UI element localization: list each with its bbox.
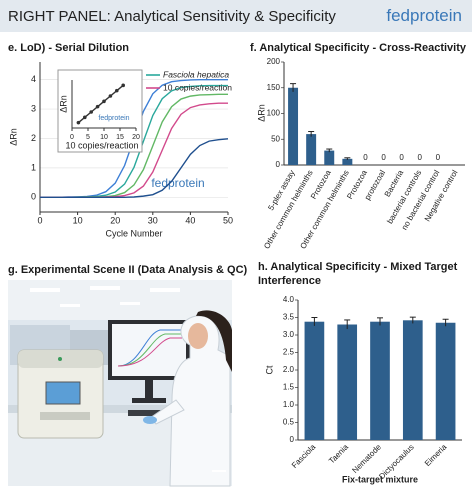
bar bbox=[342, 158, 353, 165]
y-tick-label: 2 bbox=[31, 133, 36, 143]
value-label: 0 bbox=[436, 153, 441, 162]
marker bbox=[115, 88, 119, 93]
y-tick-label: 0 bbox=[31, 192, 36, 202]
x-tick-label: 20 bbox=[110, 215, 120, 225]
chart-title: h. Analytical Specificity - Mixed Target… bbox=[258, 261, 458, 287]
x-tick-label: 30 bbox=[148, 215, 158, 225]
y-tick-label: 3.0 bbox=[283, 330, 295, 339]
bar bbox=[337, 324, 358, 440]
scene-title: g. Experimental Scene II (Data Analysis … bbox=[8, 264, 248, 276]
y-axis-label: ΔRn bbox=[256, 104, 266, 122]
y-tick-label: 4.0 bbox=[283, 295, 295, 304]
marker bbox=[89, 110, 93, 114]
y-tick-label: 0.5 bbox=[283, 418, 295, 427]
x-tick-label: Fasciola bbox=[290, 442, 318, 470]
x-tick-label: 50 bbox=[223, 215, 233, 225]
x-axis-label: Cycle Number bbox=[105, 228, 162, 238]
marker bbox=[76, 120, 81, 125]
x-axis-label: 10 copies/reaction bbox=[65, 140, 138, 150]
bar bbox=[370, 321, 390, 440]
y-tick-label: 100 bbox=[267, 109, 281, 118]
x-tick-label: 20 bbox=[132, 134, 140, 141]
y-tick-label: 2.5 bbox=[283, 348, 295, 357]
x-tick-label: 0 bbox=[70, 134, 74, 141]
x-tick-label: 10 bbox=[73, 215, 83, 225]
x-tick-label: Eimeria bbox=[423, 442, 449, 468]
header: RIGHT PANEL: Analytical Sensitivity & Sp… bbox=[0, 0, 472, 32]
header-title: RIGHT PANEL: Analytical Sensitivity & Sp… bbox=[8, 8, 336, 25]
x-tick-label: 0 bbox=[37, 215, 42, 225]
marker bbox=[95, 104, 100, 109]
annotation: fedprotein bbox=[151, 176, 204, 190]
series-line bbox=[40, 138, 229, 198]
value-label: 0 bbox=[381, 153, 386, 162]
bar bbox=[402, 320, 423, 440]
y-tick-label: 150 bbox=[267, 83, 281, 92]
y-tick-label: 50 bbox=[271, 134, 280, 143]
y-tick-label: 1.5 bbox=[283, 383, 295, 392]
value-label: 0 bbox=[363, 153, 368, 162]
y-axis-label: ΔRn bbox=[58, 95, 68, 113]
y-tick-label: 2.0 bbox=[283, 365, 295, 374]
bar bbox=[435, 322, 456, 440]
y-axis-label: Ct bbox=[264, 365, 274, 374]
legend-label: Fasciola hepatica bbox=[163, 69, 229, 79]
y-tick-label: 0 bbox=[276, 160, 281, 169]
legend-label: 10 copies/reaction bbox=[163, 82, 232, 92]
lab-scene bbox=[8, 280, 232, 487]
y-tick-label: 0 bbox=[290, 435, 295, 444]
marker bbox=[108, 94, 113, 98]
bar bbox=[306, 134, 317, 165]
x-tick-label: 5 bbox=[86, 134, 90, 141]
x-tick-label: 10 bbox=[100, 134, 108, 141]
y-axis-label: ΔRn bbox=[8, 128, 18, 146]
value-label: 0 bbox=[418, 153, 423, 162]
y-tick-label: 4 bbox=[31, 74, 36, 84]
bar bbox=[304, 321, 325, 440]
marker bbox=[102, 99, 106, 104]
marker bbox=[83, 115, 87, 120]
value-label: 0 bbox=[399, 153, 404, 162]
brand: fedprotein bbox=[386, 6, 462, 25]
x-tick-label: 40 bbox=[185, 215, 195, 225]
bar bbox=[288, 87, 299, 165]
y-tick-label: 1 bbox=[31, 162, 36, 172]
x-axis-label: Fix-target mixture bbox=[342, 474, 418, 484]
chart-title: f. Analytical Specificity - Cross-Reacti… bbox=[250, 42, 467, 54]
y-tick-label: 3.5 bbox=[283, 313, 295, 322]
x-tick-label: 15 bbox=[116, 134, 124, 141]
chart-title: e. LoD) - Serial Dilution bbox=[8, 42, 129, 54]
annotation: fedprotein bbox=[98, 115, 129, 122]
x-tick-label: Nematode bbox=[350, 442, 383, 475]
bar bbox=[324, 150, 335, 165]
x-tick-label: Taenia bbox=[327, 442, 350, 465]
y-tick-label: 3 bbox=[31, 103, 36, 113]
y-tick-label: 1.0 bbox=[283, 400, 295, 409]
y-tick-label: 200 bbox=[267, 57, 281, 66]
marker bbox=[121, 83, 125, 88]
